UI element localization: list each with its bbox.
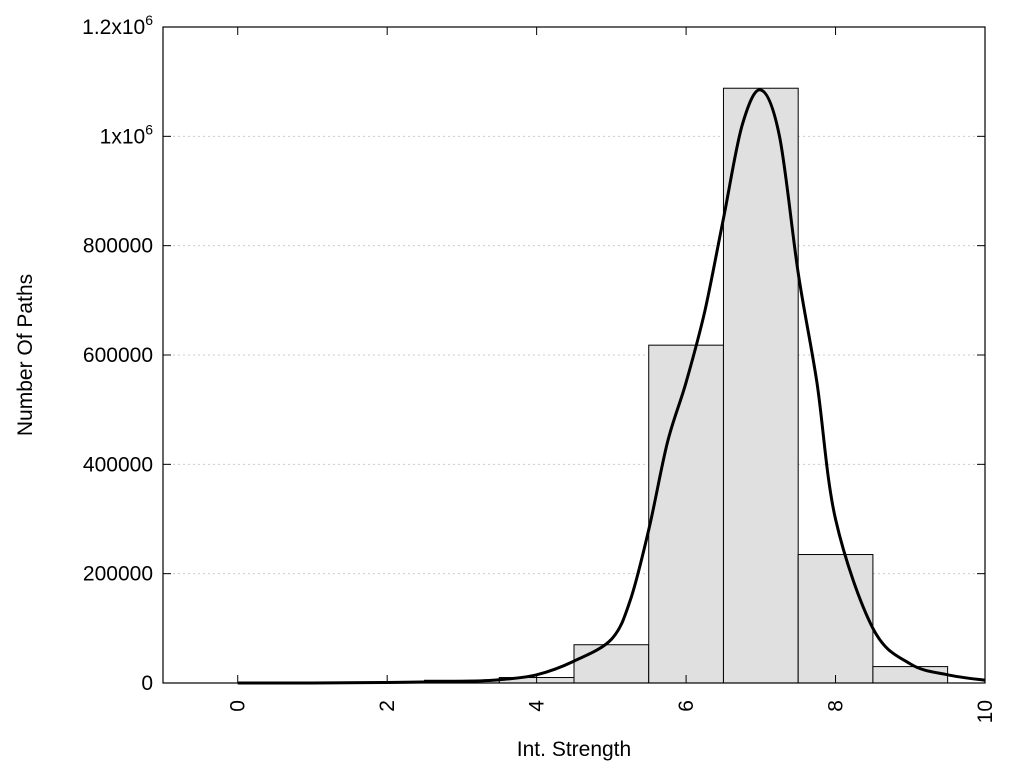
x-tick-label: 0 <box>227 700 250 712</box>
x-tick-label: 4 <box>526 700 549 712</box>
y-tick-label: 600000 <box>83 344 153 367</box>
x-axis-label: Int. Strength <box>517 738 631 761</box>
grid-lines <box>163 26 985 575</box>
histogram-bar <box>573 644 650 684</box>
histogram-bar <box>797 554 874 684</box>
y-axis-label: Number Of Paths <box>14 274 37 436</box>
axis-ticks: 0 200000 400000 600000 800000 1x106 1.2x106 0 2 4… <box>82 12 997 723</box>
y-tick-label: 400000 <box>83 453 153 476</box>
x-tick-label: 6 <box>675 700 698 712</box>
histogram-bar <box>872 666 949 684</box>
y-tick-label: 800000 <box>83 235 153 258</box>
y-tick-label: 1.2x106 <box>82 12 153 39</box>
y-tick-label: 1x106 <box>100 121 154 148</box>
y-tick-label: 200000 <box>83 563 153 586</box>
x-tick-label: 10 <box>974 700 997 723</box>
y-tick-label: 0 <box>141 672 153 695</box>
x-tick-label: 8 <box>825 700 848 712</box>
histogram-bar <box>648 344 724 684</box>
x-tick-label: 2 <box>376 700 399 712</box>
fit-curve-line <box>237 88 986 685</box>
fit-curve <box>237 88 986 685</box>
